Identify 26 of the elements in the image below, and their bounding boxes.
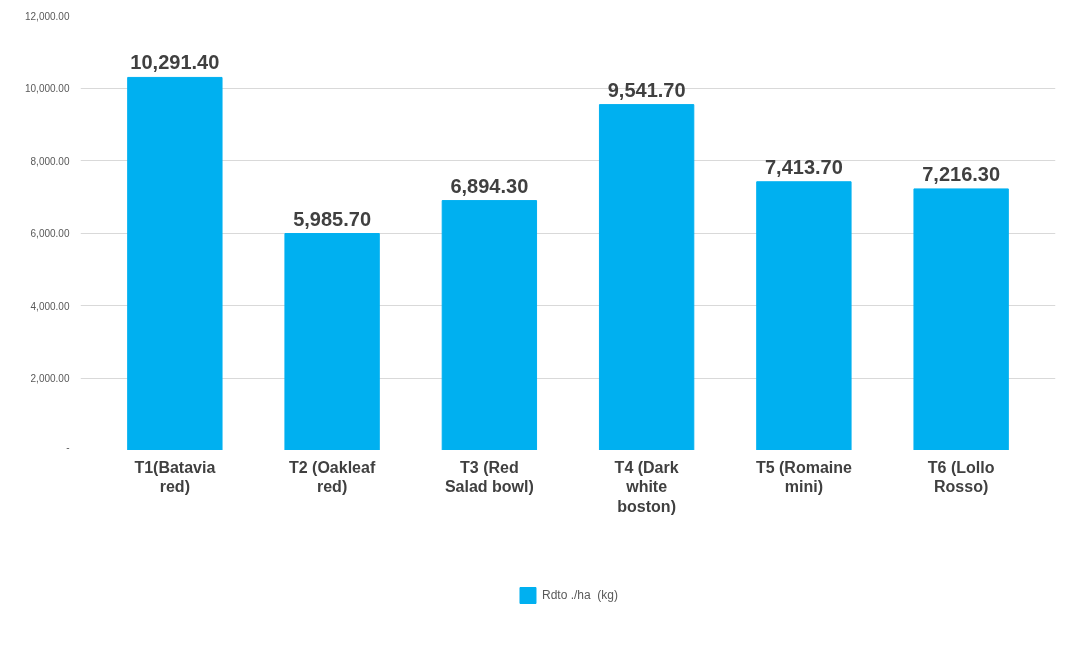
- x-tick-label: T6 (Lollo Rosso): [927, 458, 995, 496]
- x-tick-label: T2 (Oakleaf red): [288, 458, 376, 496]
- data-label: 10,291.40: [130, 51, 220, 74]
- x-tick-label: T1(Batavia red): [134, 458, 216, 496]
- y-tick-label: 8,000.00: [30, 155, 70, 167]
- x-tick-label: T5 (Romaine mini): [755, 458, 852, 496]
- legend-label: Rdto ./ha (kg): [541, 588, 619, 602]
- bar: [913, 188, 1009, 450]
- x-tick-label: T3 (Red Salad bowl): [444, 458, 534, 496]
- data-label: 9,541.70: [607, 78, 686, 101]
- y-tick-label: 12,000.00: [25, 10, 70, 22]
- y-tick-label: 10,000.00: [25, 83, 70, 94]
- data-label: 7,216.30: [922, 162, 1001, 185]
- data-label: 7,413.70: [764, 155, 843, 178]
- bar: [756, 181, 852, 450]
- data-label: 5,985.70: [293, 207, 372, 230]
- bar: [598, 104, 695, 450]
- y-tick-label: 4,000.00: [30, 300, 70, 312]
- data-label: 6,894.30: [450, 174, 529, 197]
- bar: [441, 200, 538, 450]
- y-tick-label: -: [66, 441, 70, 453]
- y-tick-label: 2,000.00: [30, 373, 70, 384]
- x-tick-label: T4 (Dark white boston): [614, 458, 679, 515]
- y-tick-label: 6,000.00: [30, 228, 70, 239]
- bar: [284, 233, 380, 450]
- bar: [127, 76, 223, 450]
